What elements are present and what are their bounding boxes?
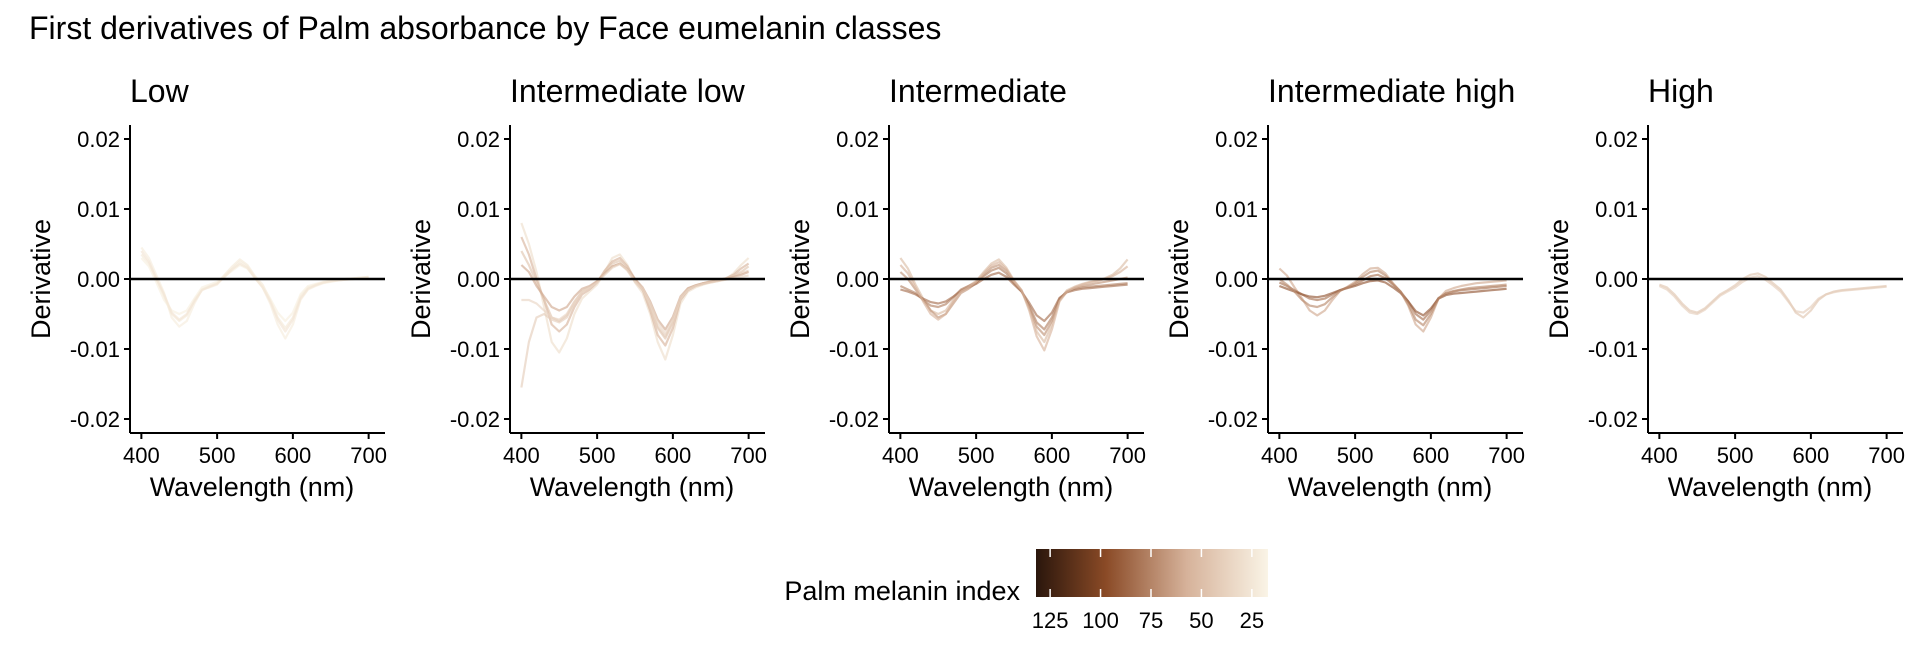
x-tick-label: 700 [1109, 443, 1146, 468]
x-tick-label: 600 [275, 443, 312, 468]
x-tick-label: 400 [503, 443, 540, 468]
legend-title: Palm melanin index [784, 576, 1020, 606]
x-axis-title: Wavelength (nm) [150, 472, 355, 502]
x-axis-title: Wavelength (nm) [1668, 472, 1873, 502]
y-tick-label: -0.02 [829, 407, 879, 432]
x-tick-label: 500 [958, 443, 995, 468]
series-line [140, 246, 369, 340]
y-tick-label: 0.02 [836, 127, 879, 152]
y-tick-label: -0.02 [70, 407, 120, 432]
y-tick-label: 0.00 [457, 267, 500, 292]
y-tick-label: -0.01 [1588, 337, 1638, 362]
x-tick-label: 400 [1641, 443, 1678, 468]
legend-ticks: 125 100 75 50 25 [1032, 549, 1264, 633]
y-tick-label: 0.01 [1215, 197, 1258, 222]
x-tick-label: 500 [1717, 443, 1754, 468]
panel-title-high: High [1648, 73, 1714, 109]
panel-title-intermediate-high: Intermediate high [1268, 73, 1515, 109]
legend-tick-label: 25 [1240, 608, 1264, 633]
series-line [520, 250, 750, 340]
y-tick-label: 0.01 [77, 197, 120, 222]
x-tick-label: 700 [350, 443, 387, 468]
x-tick-label: 400 [882, 443, 919, 468]
y-tick-label: 0.02 [457, 127, 500, 152]
y-axis-title: Derivative [26, 219, 56, 339]
series-line [1279, 279, 1507, 317]
x-axis-title: Wavelength (nm) [530, 472, 735, 502]
x-tick-label: 400 [123, 443, 160, 468]
series-line [1658, 275, 1887, 316]
y-tick-label: -0.01 [70, 337, 120, 362]
series-line [140, 250, 369, 333]
series-line [899, 261, 1129, 352]
series-line [899, 266, 1128, 331]
y-tick-label: 0.02 [1215, 127, 1258, 152]
x-tick-label: 500 [579, 443, 616, 468]
chart-title: First derivatives of Palm absorbance by … [29, 10, 941, 46]
y-axis-title: Derivative [1164, 219, 1194, 339]
series-group [520, 222, 750, 388]
x-tick-label: 600 [1793, 443, 1830, 468]
y-tick-label: 0.00 [1215, 267, 1258, 292]
y-tick-label: -0.01 [1208, 337, 1258, 362]
panel-intermediate-high: Intermediate high 0.02 0.01 0.00 -0.01 -0.024… [1164, 73, 1525, 502]
y-axis-title: Derivative [406, 219, 436, 339]
panel-intermediate-low: Intermediate low 0.02 0.01 0.00 -0.01 -0.0240… [406, 73, 767, 502]
series-line [520, 236, 750, 347]
y-tick-label: 0.01 [836, 197, 879, 222]
series-group [899, 257, 1129, 352]
panel-title-intermediate-low: Intermediate low [510, 73, 746, 109]
panel-title-intermediate: Intermediate [889, 73, 1067, 109]
y-tick-label: 0.02 [77, 127, 120, 152]
x-tick-label: 500 [1337, 443, 1374, 468]
y-tick-label: 0.00 [1595, 267, 1638, 292]
x-axis-title: Wavelength (nm) [1288, 472, 1493, 502]
x-tick-label: 700 [730, 443, 767, 468]
legend-tick-label: 125 [1032, 608, 1069, 633]
y-tick-label: 0.01 [457, 197, 500, 222]
legend-tick-label: 75 [1139, 608, 1163, 633]
y-tick-label: 0.00 [77, 267, 120, 292]
y-tick-label: 0.00 [836, 267, 879, 292]
legend: Palm melanin index 125 100 75 50 25 [784, 549, 1268, 633]
y-tick-label: -0.01 [450, 337, 500, 362]
y-axis-title: Derivative [1544, 219, 1574, 339]
panel-title-low: Low [130, 73, 190, 109]
x-tick-label: 700 [1868, 443, 1905, 468]
series-line [900, 271, 1128, 323]
x-tick-label: 400 [1261, 443, 1298, 468]
series-group [1278, 266, 1507, 333]
x-tick-label: 600 [1413, 443, 1450, 468]
series-line [520, 222, 750, 361]
x-axis-title: Wavelength (nm) [909, 472, 1114, 502]
y-tick-label: -0.02 [1588, 407, 1638, 432]
y-tick-label: -0.02 [450, 407, 500, 432]
x-tick-label: 500 [199, 443, 236, 468]
y-axis-title: Derivative [785, 219, 815, 339]
legend-tick-label: 100 [1082, 608, 1119, 633]
series-line [899, 263, 1128, 337]
legend-tick-label: 50 [1189, 608, 1213, 633]
series-line [140, 257, 369, 323]
x-tick-label: 600 [1034, 443, 1071, 468]
series-line [1278, 269, 1507, 327]
y-tick-label: 0.01 [1595, 197, 1638, 222]
y-tick-label: 0.02 [1595, 127, 1638, 152]
series-group [140, 246, 369, 340]
series-group [1658, 272, 1887, 319]
y-tick-label: -0.02 [1208, 407, 1258, 432]
series-line [521, 263, 749, 335]
x-tick-label: 700 [1488, 443, 1525, 468]
y-tick-label: -0.01 [829, 337, 879, 362]
series-line [899, 257, 1129, 344]
x-tick-label: 600 [655, 443, 692, 468]
legend-colorbar [1036, 549, 1268, 597]
